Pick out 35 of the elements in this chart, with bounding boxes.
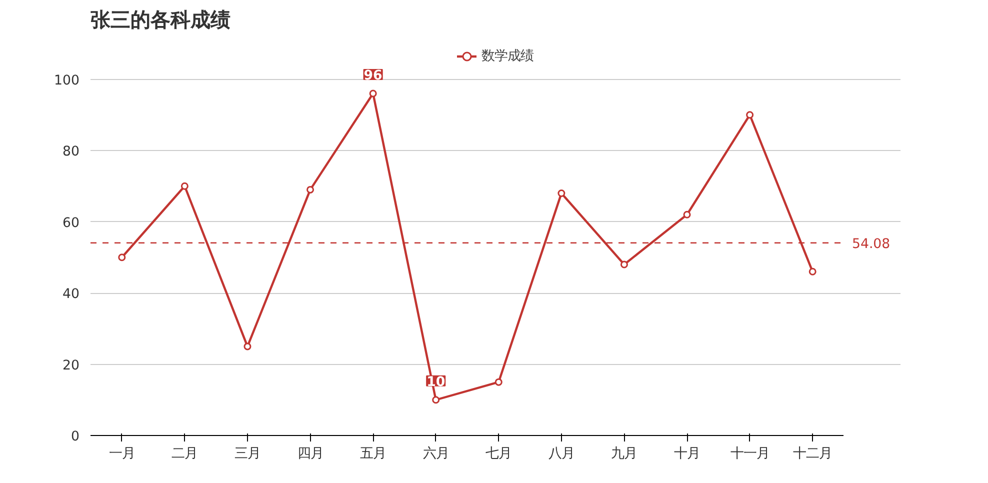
- x-tick-label: 三月: [234, 446, 260, 462]
- y-tick-label: 0: [71, 430, 80, 444]
- point: [118, 254, 126, 262]
- point: [494, 378, 502, 386]
- point: [244, 342, 252, 350]
- chart-title: 张三的各科成绩: [90, 8, 230, 32]
- point: [369, 90, 377, 98]
- y-tick-label: 20: [62, 358, 80, 374]
- x-tick-label: 五月: [360, 446, 386, 462]
- point: [683, 210, 691, 218]
- point: [432, 396, 440, 404]
- x-tick-label: 二月: [172, 446, 198, 462]
- y-tick-label: 80: [62, 144, 80, 160]
- x-tick-label: 九月: [611, 446, 638, 462]
- x-tick-label: 七月: [486, 446, 512, 462]
- x-tick-label: 十二月: [793, 446, 832, 462]
- x-tick-label: 四月: [297, 446, 324, 462]
- y-tick-label: 60: [62, 216, 80, 231]
- y-tick-label: 100: [54, 73, 80, 88]
- x-tick-label: 八月: [548, 446, 574, 462]
- x-tick-label: 十月: [674, 446, 700, 462]
- point: [808, 268, 816, 276]
- x-tick-label: 十一月: [730, 446, 770, 462]
- x-tick-label: 一月: [108, 446, 135, 462]
- point: [620, 260, 628, 268]
- x-tick-label: 六月: [422, 446, 449, 462]
- y-tick-label: 40: [62, 287, 80, 302]
- point: [558, 190, 566, 197]
- annotation: 10: [426, 374, 446, 390]
- point: [306, 186, 314, 194]
- annotation: 96: [364, 68, 382, 84]
- point: [746, 111, 754, 119]
- legend-label: 数学成绩: [482, 48, 534, 65]
- point: [180, 182, 188, 190]
- ref-line-label: 54.08: [852, 236, 890, 252]
